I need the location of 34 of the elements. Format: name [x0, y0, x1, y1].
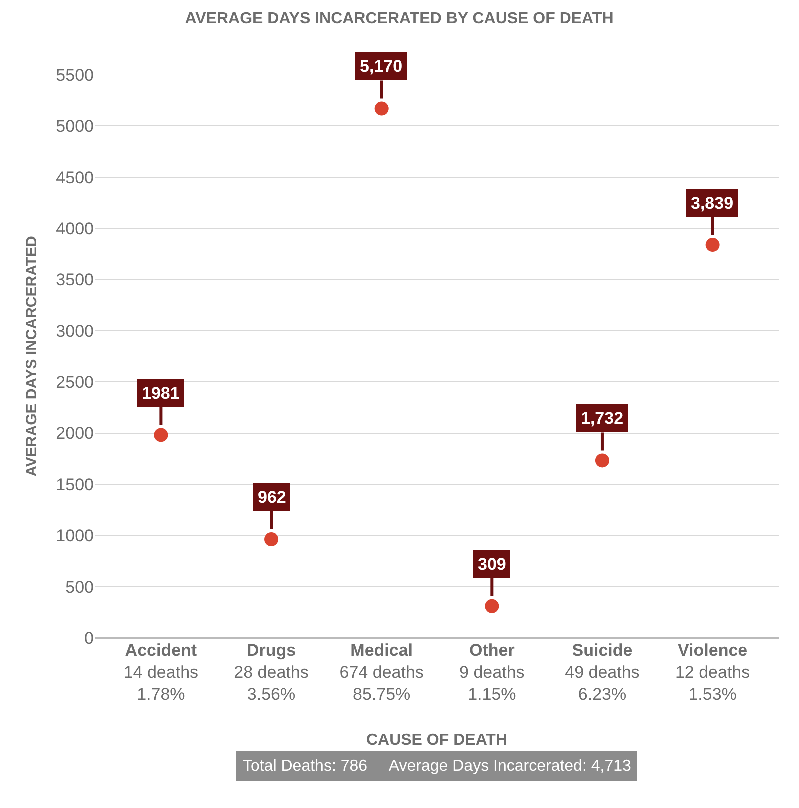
text: Total Deaths: 786 Average Days Incarcerated: 4,713	[243, 758, 632, 775]
point	[595, 454, 610, 468]
x-tick-label: Violence 12 deaths 1.53%	[675, 641, 750, 704]
point	[485, 599, 500, 614]
data-label: 962	[258, 488, 286, 507]
data-label: 5,170	[360, 57, 403, 76]
y-tick-label: 5500	[56, 66, 94, 85]
y-tick-label: 3500	[56, 270, 94, 290]
y-tick-label: 0	[84, 628, 94, 648]
y-tick-label: 4500	[56, 168, 94, 188]
y-tick-label: 4000	[56, 220, 94, 238]
point	[154, 428, 168, 442]
x-tick-label: Medical 674 deaths 85.75%	[340, 641, 424, 704]
y-tick-label: 1000	[56, 526, 94, 546]
data-label: 1,732	[581, 409, 624, 428]
x-tick-label: Accident 14 deaths 1.78%	[124, 641, 199, 704]
y-tick-label: 3000	[56, 322, 94, 341]
y-tick-label: 2000	[56, 424, 94, 444]
x-axis-title: CAUSE OF DEATH	[366, 732, 508, 749]
x-tick-label: Drugs 28 deaths 3.56%	[234, 641, 309, 704]
data-label: 3,839	[691, 194, 734, 213]
point	[264, 532, 279, 547]
y-tick-label: 2500	[56, 373, 94, 392]
y-tick-label: 5000	[56, 117, 94, 136]
point	[706, 238, 720, 252]
x-tick-label: Other 9 deaths 1.15%	[460, 641, 525, 704]
y-tick-label: 500	[66, 578, 94, 597]
data-label: 309	[478, 555, 506, 574]
y-tick-label: 1500	[56, 475, 94, 494]
x-tick-label: Suicide 49 deaths 6.23%	[565, 641, 640, 704]
y-axis-title: AVERAGE DAYS INCARCERATED	[23, 236, 40, 477]
chart-title: AVERAGE DAYS INCARCERATED BY CAUSE OF DEATH	[185, 10, 614, 28]
point	[374, 102, 389, 116]
data-label: 1981	[142, 384, 180, 403]
